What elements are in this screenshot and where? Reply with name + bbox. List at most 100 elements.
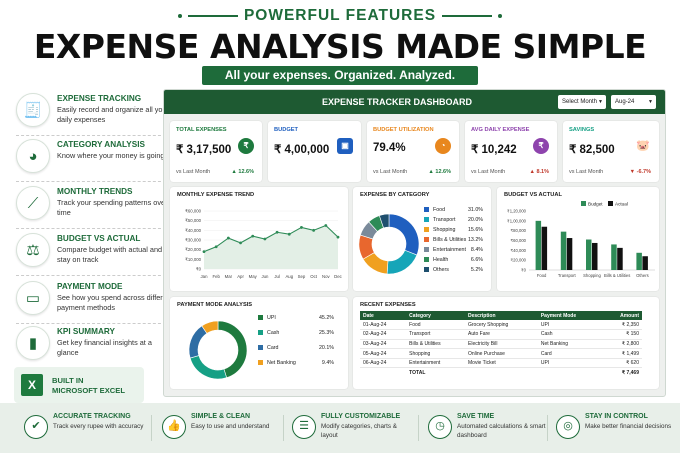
x-tick-label: Oct: [310, 274, 317, 279]
clock-icon: ◷: [428, 415, 452, 439]
kpi-change: ▲ 12.6%: [428, 169, 451, 175]
table-cell: Auto Fare: [465, 329, 538, 340]
trend-point: [202, 250, 206, 253]
select-month-dropdown[interactable]: Select Month ▼: [558, 95, 606, 109]
trend-point: [287, 232, 291, 236]
trend-line-icon: ⟋: [16, 186, 50, 220]
kpi-change: ▼ -6.7%: [629, 169, 651, 175]
sliders-icon: ☰: [292, 415, 316, 439]
benefit-desc: Modify categories, charts & layout: [321, 423, 397, 439]
table-cell: ₹ 620: [602, 358, 642, 369]
shield-check-icon: ✔: [24, 415, 48, 439]
benefit-desc: Make better financial decisions: [585, 423, 672, 430]
kpi-compare-label: vs Last Month: [569, 169, 604, 175]
trend-area: [204, 225, 338, 269]
legend-value: 20.0%: [467, 217, 483, 223]
trend-point: [300, 226, 303, 229]
trend-point: [214, 245, 218, 249]
x-tick-label: Transport: [558, 273, 577, 278]
legend-label: Shopping: [433, 227, 456, 233]
trend-point: [275, 230, 279, 234]
legend-item: Food: [424, 207, 445, 213]
legend-label-budget: Budget: [588, 202, 603, 207]
feature-desc: Easily record and organize all your dail…: [57, 105, 169, 124]
kpi-title: TOTAL EXPENSES: [176, 127, 227, 133]
col-payment-mode: Payment Mode: [537, 311, 603, 320]
x-tick-label: Shopping: [583, 273, 601, 278]
legend-label: Card: [267, 345, 279, 351]
benefit-title: SAVE TIME: [457, 413, 495, 420]
col-date: Date: [360, 311, 407, 320]
kpi-title: SAVINGS: [569, 127, 595, 133]
feature-desc: Get key financial insights at a glance: [57, 338, 152, 357]
feature-title: MONTHLY TRENDS: [57, 187, 133, 196]
x-tick-label: Food: [537, 273, 547, 278]
legend-value: 20.1%: [318, 345, 334, 351]
trend-chart-title: MONTHLY EXPENSE TREND: [177, 192, 255, 198]
features-badge: POWERFUL FEATURES: [0, 7, 680, 25]
budget-chart-title: BUDGET VS ACTUAL: [504, 192, 562, 198]
rupee-icon: ₹: [238, 138, 254, 154]
target-icon: ◎: [556, 415, 580, 439]
table-cell: ₹ 150: [602, 329, 642, 340]
legend-label: Others: [433, 267, 449, 273]
x-tick-label: Jun: [261, 274, 269, 279]
y-tick-label: ₹60,000: [185, 209, 201, 214]
trend-point: [226, 236, 230, 240]
kpi-budget-utilization: BUDGET UTILIZATION 79.4% ◔ vs Last Month…: [367, 121, 459, 182]
bar-budget: [586, 239, 592, 270]
month-value-dropdown[interactable]: Aug-24 ▼: [611, 95, 656, 109]
bar-actual: [566, 238, 573, 270]
x-tick-label: Dec: [334, 274, 342, 279]
trend-point: [336, 235, 340, 239]
footer-benefits: ✔ ACCURATE TRACKING Track every rupee wi…: [0, 403, 680, 453]
table-cell: 05-Aug-24: [360, 348, 407, 359]
y-tick-label: ₹10,000: [185, 257, 201, 262]
payment-slice: [189, 355, 227, 380]
trend-chart: ₹60,000 ₹50,000 ₹40,000 ₹30,000 ₹20,000 ₹10,0…: [185, 209, 343, 280]
payment-donut: [188, 320, 248, 380]
benefit-title: ACCURATE TRACKING: [53, 413, 131, 420]
table-cell: Food: [406, 320, 465, 331]
category-donut: [358, 213, 420, 275]
table-cell: ₹ 1,499: [602, 348, 642, 359]
table-cell: Bills & Utilities: [406, 339, 465, 350]
table-row: 05-Aug-24 Shopping Online Purchase Card ₹ 1,…: [360, 348, 642, 359]
legend-item: Bills & Utilities: [424, 237, 466, 243]
kpi-value: ₹ 10,242: [471, 144, 517, 156]
category-slice: [388, 213, 420, 256]
feature-title: BUDGET VS ACTUAL: [57, 234, 141, 243]
legend-item: Card: [258, 345, 278, 351]
recent-expenses-table: Date Category Description Payment Mode A…: [360, 311, 642, 378]
page-title: EXPENSE ANALYSIS MADE SIMPLE: [33, 27, 647, 66]
legend-label: Net Banking: [267, 360, 296, 366]
kpi-compare-label: vs Last Month: [373, 169, 408, 175]
dashboard-preview: EXPENSE TRACKER DASHBOARD Select Month ▼ …: [163, 89, 666, 397]
legend-item: Cash: [258, 330, 279, 336]
kpi-value: ₹ 82,500: [569, 144, 615, 156]
legend-label: Transport: [433, 217, 456, 223]
legend-item: UPI: [258, 315, 276, 321]
benefit-desc: Easy to use and understand: [191, 423, 270, 430]
feature-desc: Compare budget with actual and stay on t…: [57, 245, 163, 264]
kpi-change: ▲ 8.1%: [529, 169, 549, 175]
legend-label: Entertainment: [433, 247, 466, 253]
kpi-value: ₹ 4,00,000: [274, 144, 330, 156]
badge-text: POWERFUL FEATURES: [243, 7, 437, 24]
feature-desc: Know where your money is going: [57, 151, 165, 160]
col-category: Category: [406, 311, 465, 320]
table-cell: Net Banking: [537, 339, 603, 350]
benefit-desc: Automated calculations & smart dashboard: [457, 423, 546, 439]
kpi-compare-label: vs Last Month: [176, 169, 211, 175]
legend-value: 25.3%: [318, 330, 334, 336]
bar-actual: [642, 256, 648, 270]
legend-value: 15.6%: [467, 227, 483, 233]
table-cell: Electricity Bill: [465, 339, 538, 350]
feature-title: EXPENSE TRACKING: [57, 94, 142, 103]
payment-slice: [201, 320, 219, 334]
x-tick-label: Jan: [201, 274, 209, 279]
excel-logo: X: [21, 374, 43, 396]
x-tick-label: Mar: [225, 274, 233, 279]
table-row: 06-Aug-24 Entertainment Movie Ticket UPI ₹ 6…: [360, 358, 642, 369]
legend-swatch-budget: [581, 201, 586, 206]
